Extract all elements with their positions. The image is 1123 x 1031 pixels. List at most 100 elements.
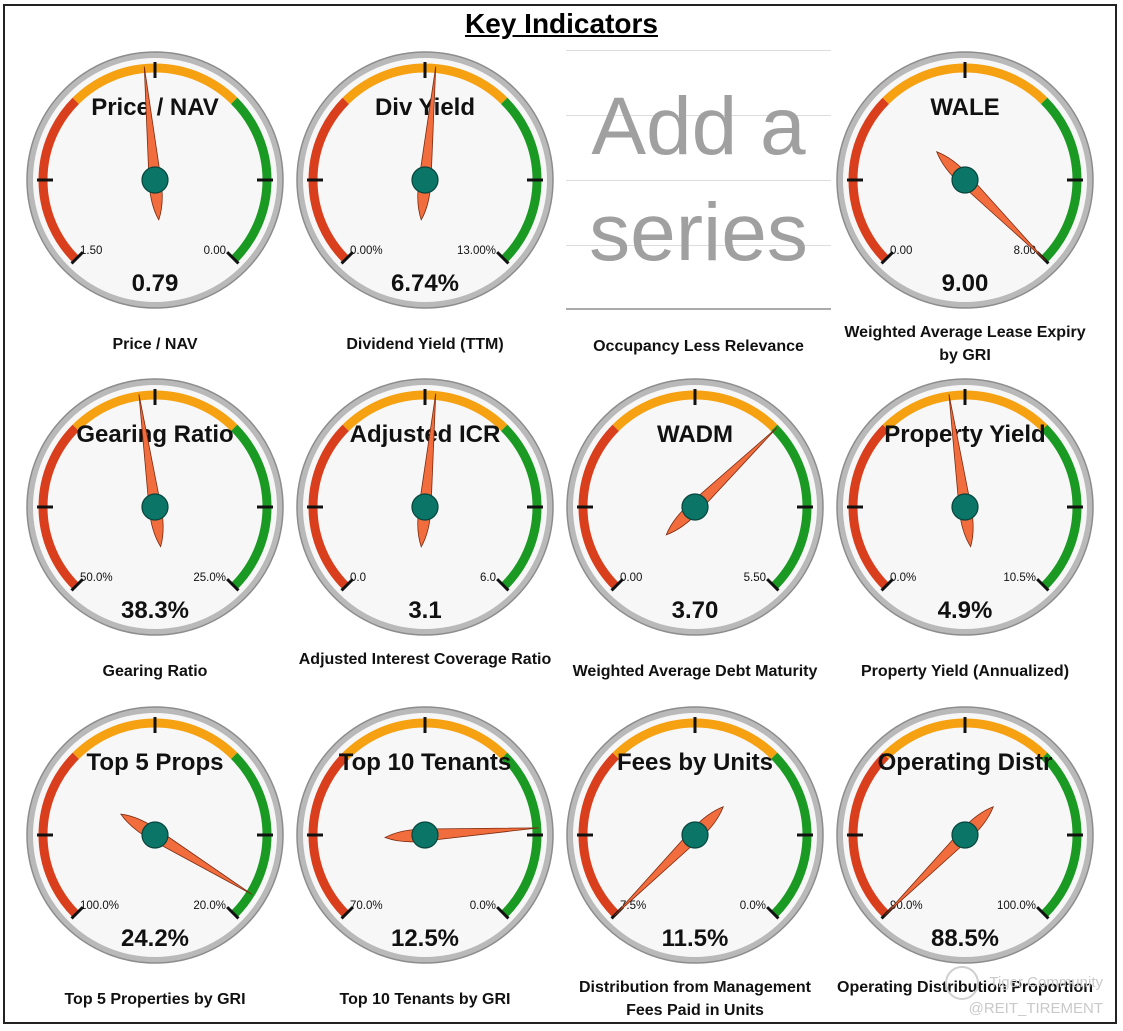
gauge-min-label: 0.0: [350, 572, 366, 584]
gauge-value: 9.00: [942, 270, 989, 297]
gridline: [566, 50, 831, 51]
gauge-hub: [411, 493, 439, 521]
empty-chart-placeholder: Add a series: [566, 50, 831, 310]
gauge-chart: Gearing Ratio 50.0% 25.0% 38.3%: [26, 378, 284, 636]
gauge-hub: [951, 821, 979, 849]
gauge-caption: Top 5 Properties by GRI: [64, 991, 246, 1008]
gauge-min-label: 50.0%: [80, 572, 113, 584]
gauge-title: Price / NAV: [91, 94, 219, 121]
gauge-tick: [226, 906, 240, 920]
gauge-tick: [340, 578, 354, 592]
gauge-hub: [681, 493, 709, 521]
gauge-max-label: 10.5%: [1003, 572, 1036, 584]
gauge-tile: WALE 0.00 8.00 9.00 Weighted Average Lease E…: [830, 45, 1100, 365]
gauge-tile: Fees by Units 7.5% 0.0% 11.5% Distribution f…: [560, 700, 830, 1020]
gauge-tick: [610, 578, 624, 592]
gridline: [566, 245, 831, 246]
gauge-value: 3.70: [672, 597, 719, 624]
gauge-title: Operating Distr: [878, 749, 1053, 776]
gauge-caption: Property Yield (Annualized): [860, 663, 1070, 680]
gauge-max-label: 100.0%: [997, 900, 1036, 912]
placeholder-text-line1: Add a: [591, 81, 806, 172]
gauge-value: 12.5%: [391, 925, 459, 952]
gauge-hub: [141, 493, 169, 521]
gauge-max-label: 0.00: [204, 245, 226, 257]
gauge-tick: [496, 251, 510, 265]
gauge-tile: Adjusted ICR 0.0 6.0 3.1 Adjusted Interest C…: [290, 372, 560, 692]
gauge-tile: Property Yield 0.0% 10.5% 4.9% Property Yiel…: [830, 372, 1100, 692]
watermark: Tiger Community @REIT_TIREMENT: [945, 966, 1103, 1017]
gauge-max-label: 0.0%: [470, 900, 496, 912]
gauge-tick: [496, 578, 510, 592]
gauge-hub: [411, 821, 439, 849]
gauge-title: Div Yield: [375, 94, 475, 121]
gauge-tick: [70, 251, 84, 265]
gauge-tick: [880, 251, 894, 265]
gauge-hub: [951, 166, 979, 194]
gauge-caption: Price / NAV: [112, 336, 198, 353]
gauge-title: WALE: [930, 94, 999, 121]
gauge-tick: [1036, 906, 1050, 920]
gauge-tile: WADM 0.00 5.50 3.70 Weighted Average Debt Ma…: [560, 372, 830, 692]
gauge-tick: [766, 906, 780, 920]
gauge-chart: Adjusted ICR 0.0 6.0 3.1: [296, 378, 554, 636]
gauge-tick: [226, 251, 240, 265]
gauge-title: WADM: [657, 421, 733, 448]
gauge-value: 11.5%: [662, 925, 729, 952]
gauge-tile: Gearing Ratio 50.0% 25.0% 38.3% Gearing Rati…: [20, 372, 290, 692]
gauge-caption: Top 10 Tenants by GRI: [339, 991, 511, 1008]
gauge-caption: Adjusted Interest Coverage Ratio: [298, 651, 552, 668]
gauge-max-label: 13.00%: [457, 245, 496, 257]
gauge-max-label: 0.0%: [740, 900, 766, 912]
gauge-chart: Div Yield 0.00% 13.00% 6.74%: [296, 51, 554, 309]
tiger-logo-icon: [945, 966, 980, 1000]
gauge-caption: Gearing Ratio: [102, 663, 208, 680]
gauge-tile: Price / NAV 1.50 0.00 0.79 Price / NAV: [20, 45, 290, 365]
gauge-tile: Div Yield 0.00% 13.00% 6.74% Dividend Yield …: [290, 45, 560, 365]
page-title: Key Indicators: [465, 8, 658, 39]
gauge-hub: [681, 821, 709, 849]
gauge-min-label: 0.00%: [350, 245, 383, 257]
gridline: [566, 115, 831, 116]
gauge-title: Fees by Units: [617, 749, 773, 776]
gauge-caption: Weighted Average Debt Maturity: [572, 663, 818, 680]
placeholder-text-line2: series: [589, 187, 808, 278]
gauge-chart: Price / NAV 1.50 0.00 0.79: [26, 51, 284, 309]
gauge-tile: Operating Distr 90.0% 100.0% 88.5% Operating…: [830, 700, 1100, 1020]
gauge-min-label: 100.0%: [80, 900, 119, 912]
gauge-value: 4.9%: [938, 597, 993, 624]
gauge-max-label: 6.0: [480, 572, 496, 584]
gauge-caption: Distribution from Management Fees Paid i…: [578, 979, 811, 1019]
axis-line: [566, 308, 831, 310]
gauge-hub: [141, 821, 169, 849]
watermark-line1: Tiger Community: [989, 973, 1103, 991]
gauge-value: 24.2%: [121, 925, 189, 952]
gauge-title: Adjusted ICR: [350, 421, 501, 448]
gauge-min-label: 1.50: [80, 245, 102, 257]
gauge-value: 88.5%: [931, 925, 999, 952]
gauge-title: Gearing Ratio: [76, 421, 233, 448]
gauge-value: 3.1: [408, 597, 441, 624]
gauge-tick: [340, 251, 354, 265]
gauge-caption: Weighted Average Lease Expiry by GRI: [844, 324, 1086, 364]
gauge-max-label: 25.0%: [193, 572, 226, 584]
gauge-chart: Top 5 Props 100.0% 20.0% 24.2%: [26, 706, 284, 964]
gridline: [566, 180, 831, 181]
gauge-tick: [1036, 578, 1050, 592]
gauge-chart: WALE 0.00 8.00 9.00: [836, 51, 1094, 309]
gauge-min-label: 70.0%: [350, 900, 383, 912]
gauge-tile: Top 5 Props 100.0% 20.0% 24.2% Top 5 Propert…: [20, 700, 290, 1020]
gauge-min-label: 0.0%: [890, 572, 916, 584]
gauge-min-label: 0.00: [620, 572, 642, 584]
gauge-chart: Property Yield 0.0% 10.5% 4.9%: [836, 378, 1094, 636]
gauge-title: Top 5 Props: [87, 749, 224, 776]
gauge-tick: [226, 578, 240, 592]
gauge-tick: [880, 578, 894, 592]
gauge-tick: [766, 578, 780, 592]
gauge-tick: [496, 906, 510, 920]
placeholder-caption: Occupancy Less Relevance: [593, 338, 804, 355]
gauge-title: Property Yield: [884, 421, 1045, 448]
gauge-value: 0.79: [132, 270, 179, 297]
